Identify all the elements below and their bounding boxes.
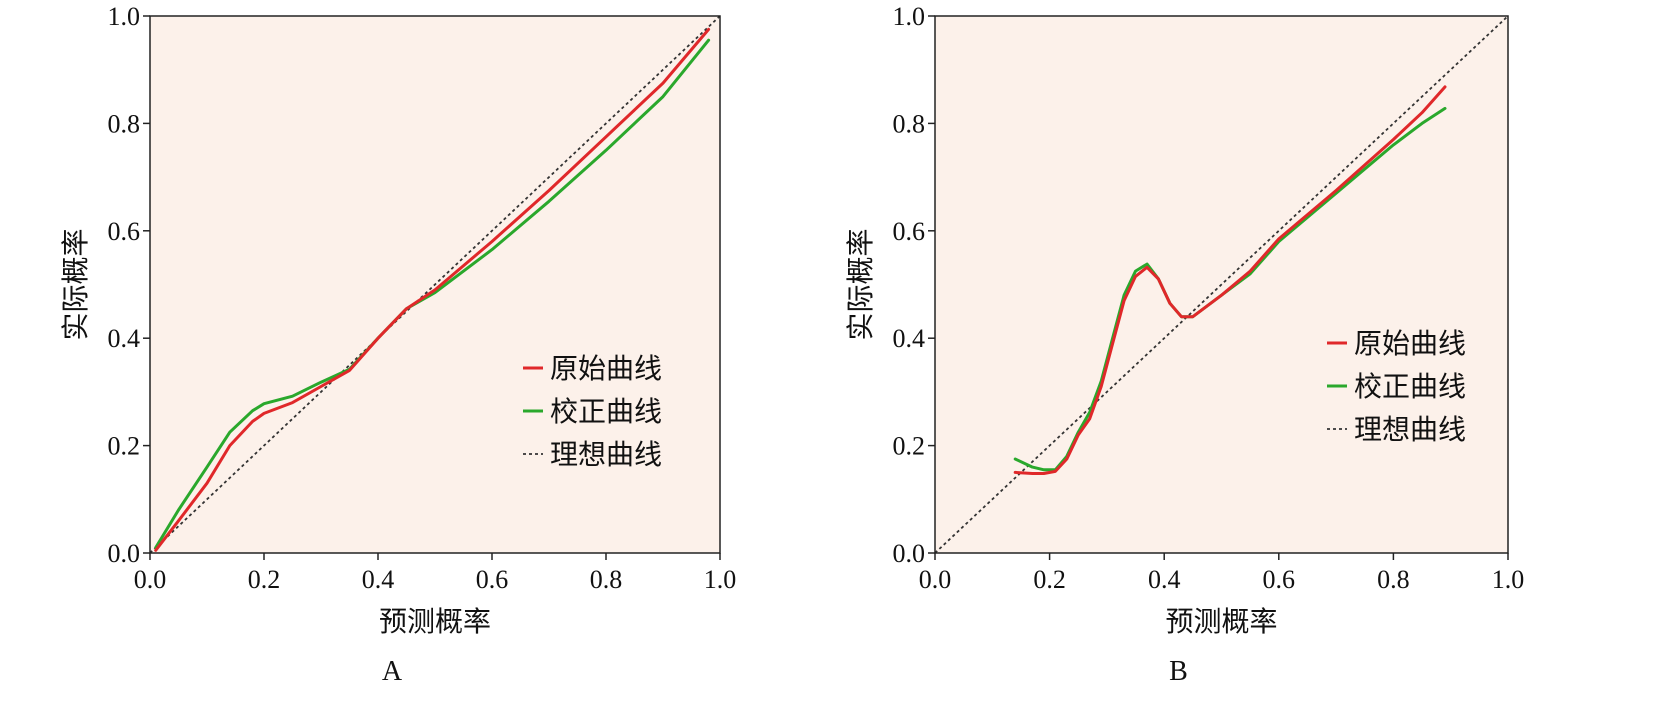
y-axis-title: 实际概率 — [59, 228, 92, 340]
y-tick-label: 0.2 — [893, 432, 926, 461]
x-tick-label: 0.0 — [919, 565, 952, 594]
x-tick-label: 0.4 — [362, 565, 395, 594]
series-line-corrected — [1013, 106, 1447, 472]
series-line-ideal — [934, 15, 1509, 554]
y-tick-label: 0.4 — [108, 324, 141, 353]
legend-label: 理想曲线 — [550, 438, 662, 471]
y-tick-label: 0.8 — [108, 109, 141, 138]
x-tick-label: 0.6 — [1263, 565, 1296, 594]
x-tick-label: 0.2 — [248, 565, 281, 594]
x-axis-title: 预测概率 — [379, 605, 491, 638]
y-tick-label: 0.6 — [893, 217, 926, 246]
y-tick-label: 1.0 — [893, 2, 926, 31]
y-tick-label: 0.0 — [108, 539, 141, 568]
plot-frame — [934, 15, 1509, 554]
x-tick-label: 0.8 — [1377, 565, 1410, 594]
x-tick-label: 1.0 — [704, 565, 737, 594]
x-tick-label: 1.0 — [1492, 565, 1525, 594]
legend-label: 原始曲线 — [1354, 327, 1466, 360]
x-tick-label: 0.6 — [476, 565, 509, 594]
series-line-ideal — [149, 15, 721, 554]
panel-b: 0.0 0.2 0.4 0.6 0.8 1.0 0.0 0.2 0.4 0.6 0.8 1.0 预测概… — [844, 2, 1524, 687]
y-tick-label: 0.2 — [108, 432, 141, 461]
y-axis-title: 实际概率 — [844, 228, 877, 340]
legend-label: 校正曲线 — [550, 395, 662, 428]
legend-label: 理想曲线 — [1354, 413, 1466, 446]
x-tick-label: 0.8 — [590, 565, 623, 594]
legend-label: 校正曲线 — [1354, 370, 1466, 403]
plot-frame — [149, 15, 721, 554]
y-tick-label: 0.6 — [108, 217, 141, 246]
legend-label: 原始曲线 — [550, 352, 662, 385]
series-line-original — [1013, 85, 1447, 475]
panel-label: B — [1169, 656, 1188, 687]
y-tick-label: 0.8 — [893, 109, 926, 138]
series-line-original — [154, 27, 711, 552]
y-tick-label: 0.0 — [893, 539, 926, 568]
panel-a: 0.0 0.2 0.4 0.6 0.8 1.0 0.0 0.2 0.4 0.6 0.8 1.0 预测概… — [59, 2, 736, 687]
x-tick-label: 0.2 — [1033, 565, 1066, 594]
panel-label: A — [382, 656, 403, 687]
x-tick-label: 0.4 — [1148, 565, 1181, 594]
y-tick-label: 0.4 — [893, 324, 926, 353]
x-axis-title: 预测概率 — [1165, 605, 1277, 638]
y-tick-label: 1.0 — [108, 2, 141, 31]
x-tick-label: 0.0 — [134, 565, 167, 594]
